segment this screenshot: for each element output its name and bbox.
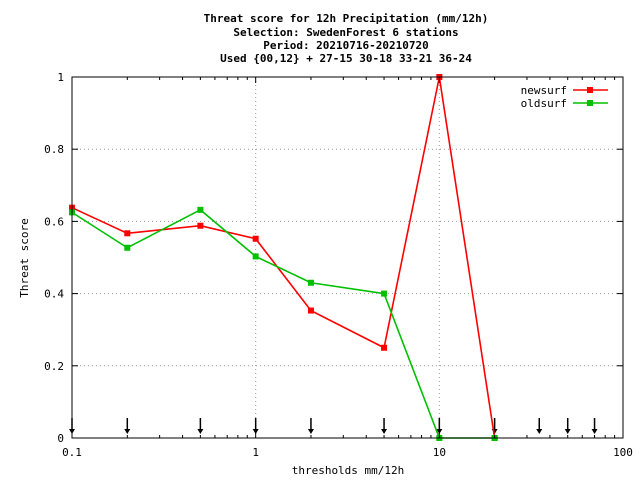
data-point-oldsurf (381, 291, 387, 297)
threshold-markers (69, 418, 598, 434)
series-line-newsurf (72, 77, 495, 438)
data-point-newsurf (308, 308, 314, 314)
threshold-marker-arrow (381, 429, 387, 434)
x-tick-label: 1 (252, 446, 259, 459)
threshold-marker-arrow (565, 429, 571, 434)
x-tick-label: 100 (613, 446, 633, 459)
threshold-marker-arrow (592, 429, 598, 434)
threshold-marker-arrow (536, 429, 542, 434)
data-point-newsurf (197, 223, 203, 229)
axis-ticks: 0 0.2 0.4 0.6 0.8 1 0.1 1 10 100 (44, 71, 633, 459)
data-point-newsurf (124, 230, 130, 236)
threshold-marker-arrow (308, 429, 314, 434)
threshold-marker-arrow (124, 429, 130, 434)
grid-lines (72, 77, 623, 438)
x-tick-label: 0.1 (62, 446, 82, 459)
legend-marker-oldsurf (587, 100, 593, 106)
chart-title: Threat score for 12h Precipitation (mm/1… (204, 12, 489, 65)
y-tick-label: 0.4 (44, 288, 64, 301)
title-line-3: Period: 20210716-20210720 (263, 39, 429, 52)
data-point-newsurf (253, 236, 259, 242)
y-tick-label: 0.2 (44, 360, 64, 373)
y-tick-label: 0 (57, 432, 64, 445)
data-point-oldsurf (124, 245, 130, 251)
legend-label-newsurf: newsurf (521, 84, 567, 97)
y-tick-label: 1 (57, 71, 64, 84)
legend-label-oldsurf: oldsurf (521, 97, 567, 110)
data-point-oldsurf (197, 207, 203, 213)
series-group (69, 74, 498, 441)
title-line-4: Used {00,12} + 27-15 30-18 33-21 36-24 (220, 52, 472, 65)
x-axis-label: thresholds mm/12h (292, 464, 405, 477)
y-axis-label: Threat score (18, 218, 31, 297)
title-line-1: Threat score for 12h Precipitation (mm/1… (204, 12, 489, 25)
data-point-newsurf (381, 345, 387, 351)
data-point-oldsurf (253, 253, 259, 259)
plot-frame (72, 77, 623, 438)
y-tick-label: 0.6 (44, 215, 64, 228)
x-tick-label: 10 (433, 446, 446, 459)
title-line-2: Selection: SwedenForest 6 stations (233, 26, 458, 39)
y-tick-label: 0.8 (44, 143, 64, 156)
series-line-oldsurf (72, 210, 495, 438)
data-point-oldsurf (308, 280, 314, 286)
threshold-marker-arrow (197, 429, 203, 434)
legend-marker-newsurf (587, 87, 593, 93)
